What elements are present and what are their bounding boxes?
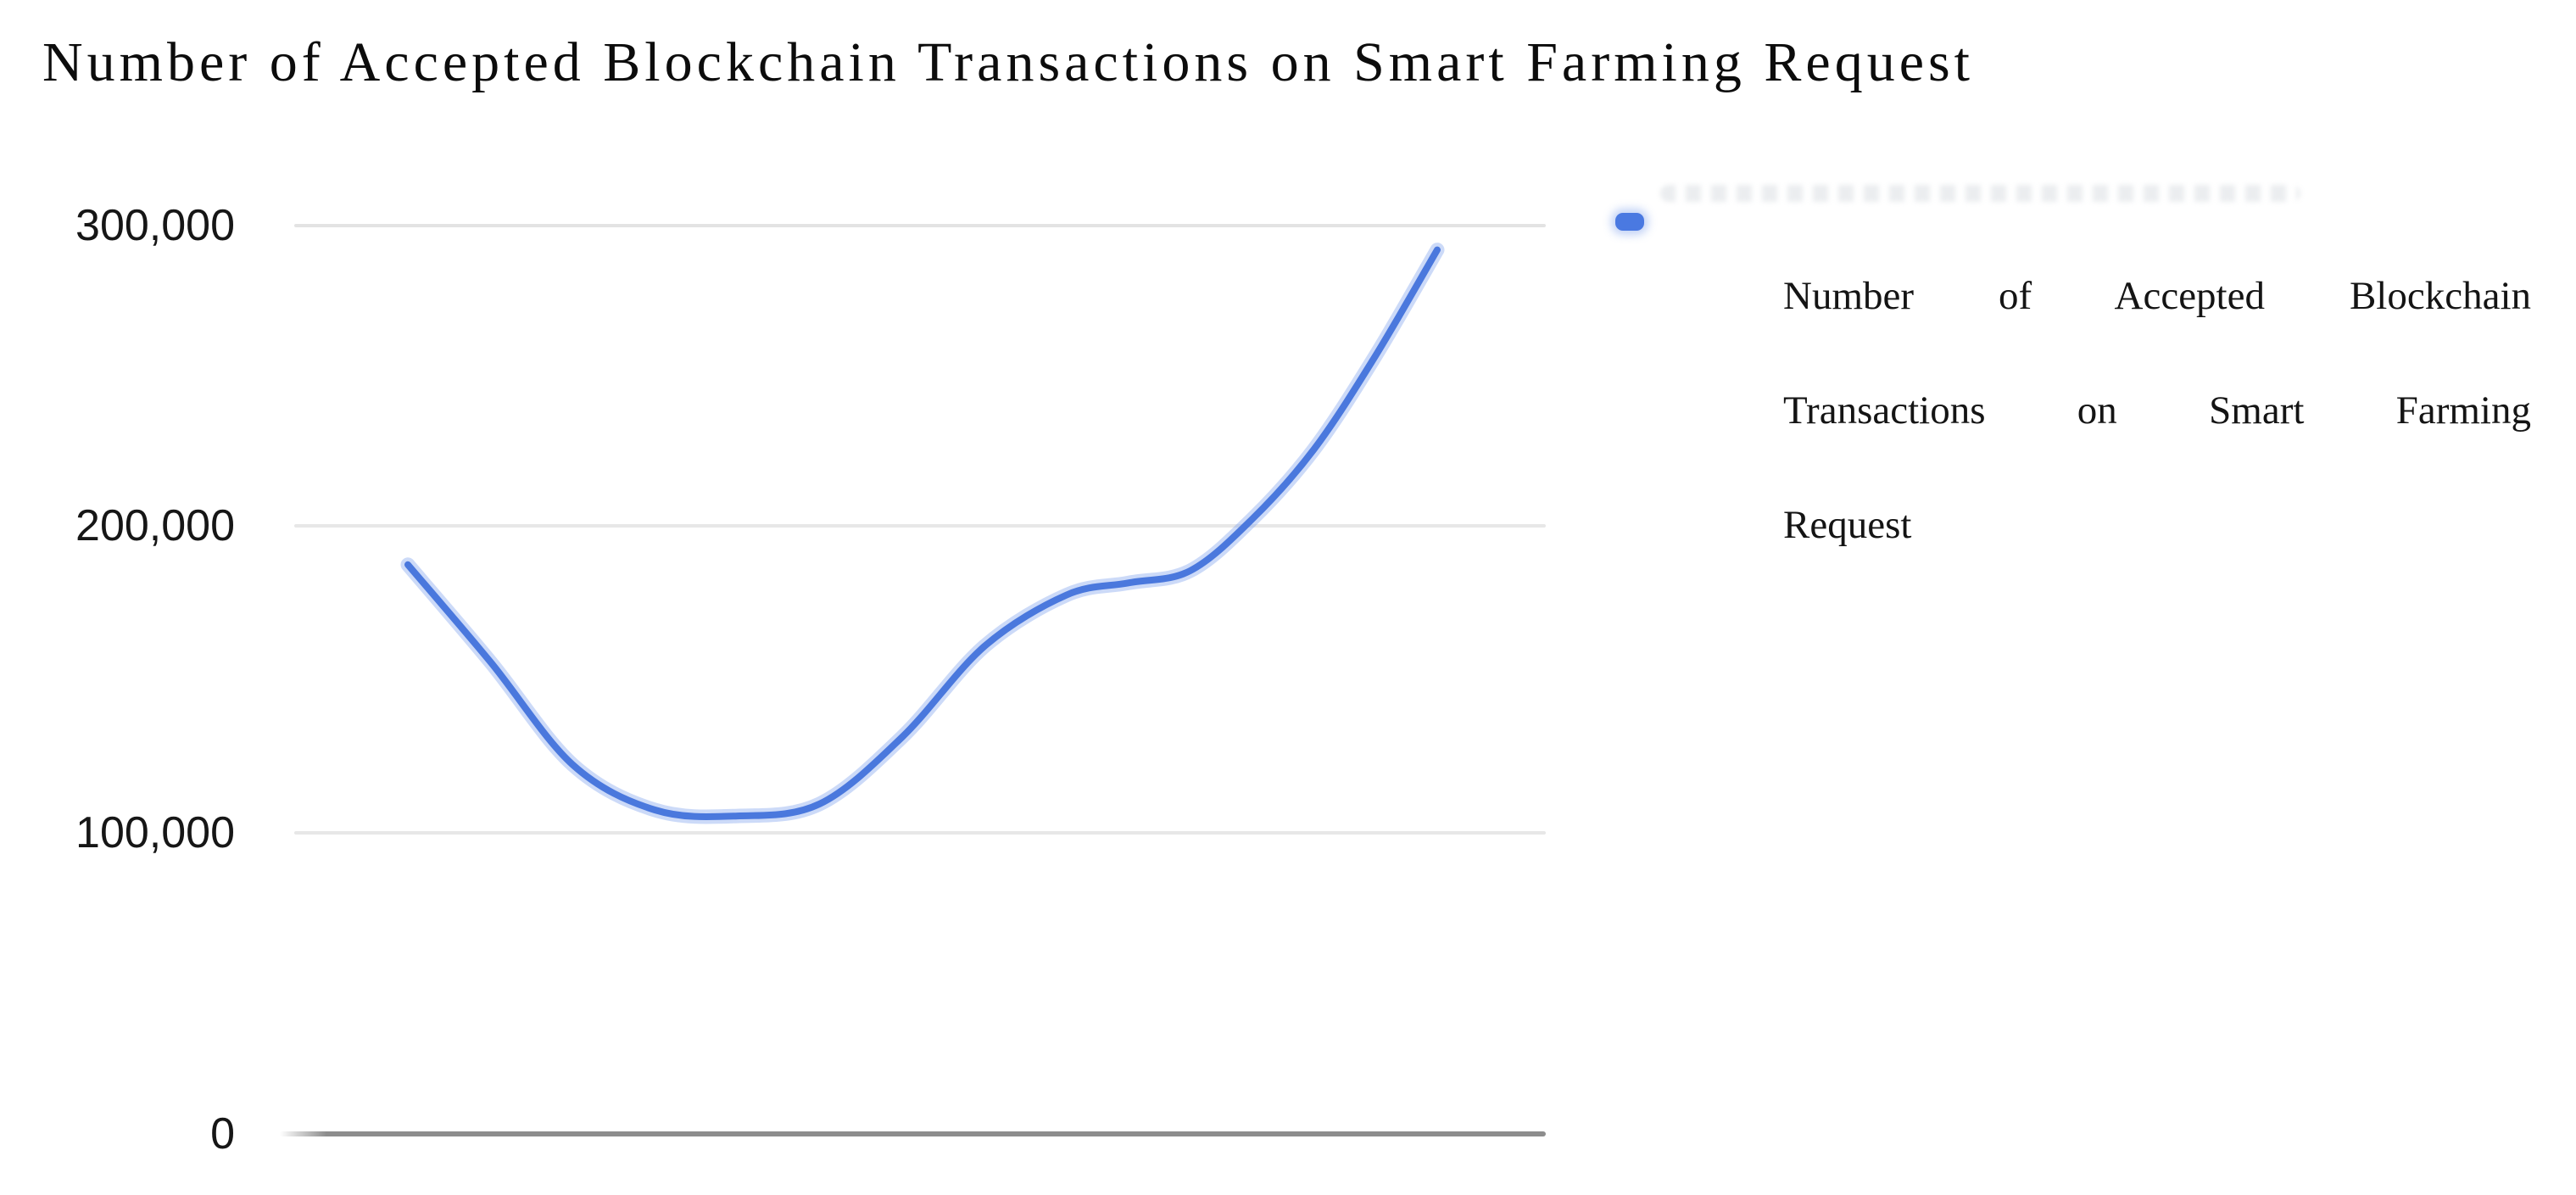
y-tick-label-200000: 200,000 <box>75 501 235 550</box>
y-tick-label-300000: 300,000 <box>75 201 235 250</box>
gridline-200000 <box>294 524 1546 528</box>
legend-marker-icon <box>1615 213 1644 231</box>
legend-label-line-2: Transactions on Smart Farming <box>1783 388 2531 433</box>
legend-label: Number of Accepted Blockchain Transactio… <box>1783 239 2531 583</box>
legend-label-line-1: Number of Accepted Blockchain <box>1783 274 2531 318</box>
x-axis-line <box>280 1131 1546 1136</box>
y-tick-label-0: 0 <box>210 1109 235 1159</box>
legend-label-line-3: Request <box>1783 503 1912 547</box>
faded-text-artifact <box>1660 185 2300 202</box>
gridline-300000 <box>294 224 1546 227</box>
gridline-100000 <box>294 831 1546 835</box>
series-line-halo <box>400 243 1445 824</box>
chart-title: Number of Accepted Blockchain Transactio… <box>42 31 1975 93</box>
series-line <box>404 246 1441 821</box>
y-tick-label-100000: 100,000 <box>75 808 235 857</box>
